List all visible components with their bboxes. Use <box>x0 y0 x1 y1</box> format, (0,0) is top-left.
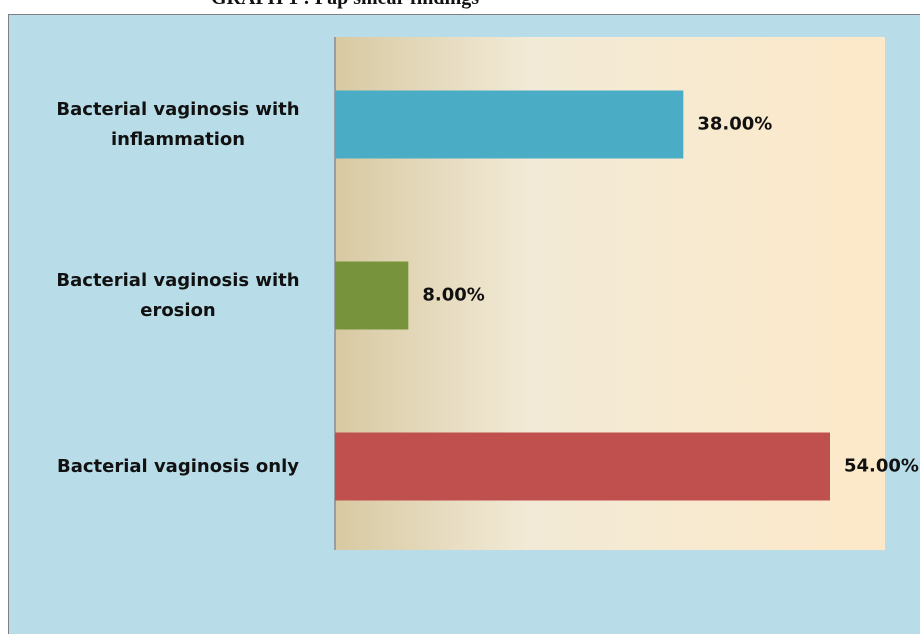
y-tick-label: Bacterial vaginosis with inflammation <box>56 98 300 150</box>
y-tick-label: Bacterial vaginosis only <box>56 455 300 477</box>
data-label: 54.00% <box>844 456 919 477</box>
chart-title: GRAPH 1 : Pap smear findings <box>211 0 479 9</box>
data-label: 38.00% <box>697 114 772 135</box>
bar <box>335 432 830 501</box>
bar <box>335 90 684 159</box>
bar <box>335 261 409 330</box>
data-label: 8.00% <box>422 285 484 306</box>
y-tick-label: Bacterial vaginosis with erosion <box>56 269 300 321</box>
